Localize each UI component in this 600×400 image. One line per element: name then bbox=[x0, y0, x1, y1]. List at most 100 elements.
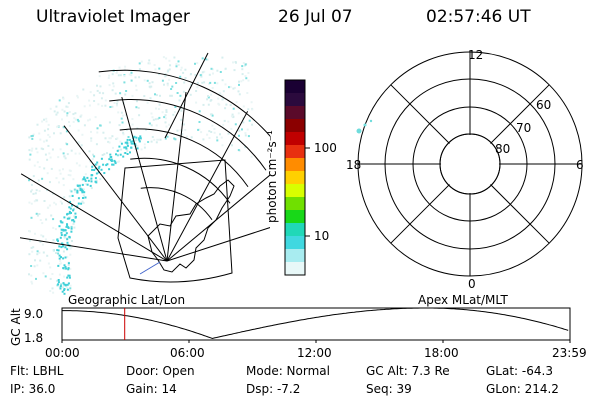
emission-pixel-bright bbox=[122, 155, 125, 158]
emission-pixel bbox=[196, 86, 199, 89]
emission-pixel-bright bbox=[68, 210, 71, 213]
emission-pixel-bright bbox=[80, 202, 83, 205]
emission-pixel bbox=[28, 201, 31, 204]
emission-pixel bbox=[221, 56, 224, 59]
emission-pixel bbox=[30, 280, 33, 283]
emission-pixel bbox=[87, 119, 90, 122]
emission-pixel bbox=[90, 130, 92, 133]
emission-pixel bbox=[197, 128, 200, 131]
emission-pixel-bright bbox=[67, 282, 70, 285]
emission-pixel bbox=[180, 109, 183, 112]
emission-pixel bbox=[224, 67, 227, 70]
emission-pixel bbox=[169, 64, 172, 67]
emission-pixel-bright bbox=[70, 227, 73, 230]
emission-pixel-bright bbox=[71, 195, 74, 197]
emission-pixel bbox=[118, 124, 121, 127]
emission-pixel bbox=[65, 130, 68, 133]
emission-pixel bbox=[251, 108, 254, 111]
emission-pixel bbox=[181, 133, 184, 136]
emission-pixel bbox=[36, 253, 39, 256]
emission-pixel bbox=[123, 74, 126, 77]
seq-info: Seq: 39 bbox=[366, 382, 412, 396]
emission-pixel bbox=[34, 192, 37, 195]
emission-pixel bbox=[209, 81, 212, 84]
emission-pixel bbox=[31, 147, 34, 150]
longitude-line bbox=[166, 174, 270, 262]
emission-pixel bbox=[135, 106, 138, 109]
emission-pixel bbox=[112, 146, 114, 149]
emission-pixel-bright bbox=[79, 187, 82, 190]
mlt-label-6: 6 bbox=[576, 158, 584, 172]
emission-pixel bbox=[70, 190, 73, 193]
emission-pixel-bright bbox=[69, 200, 72, 203]
color-bar-segment bbox=[285, 119, 305, 133]
emission-pixel bbox=[38, 166, 41, 168]
emission-pixel bbox=[66, 112, 69, 115]
emission-pixel-bright bbox=[130, 146, 133, 149]
emission-pixel bbox=[221, 98, 224, 101]
emission-pixel bbox=[176, 92, 179, 94]
emission-pixel bbox=[221, 94, 224, 97]
emission-pixel bbox=[123, 81, 126, 84]
emission-pixel-bright bbox=[94, 163, 97, 166]
latitude-arc bbox=[109, 99, 267, 171]
emission-pixel bbox=[89, 91, 92, 94]
emission-pixel bbox=[221, 144, 224, 147]
x-tick-label-1200: 12:00 bbox=[297, 346, 332, 360]
emission-pixel bbox=[48, 204, 51, 207]
emission-pixel bbox=[70, 229, 73, 232]
emission-pixel bbox=[172, 113, 175, 116]
emission-pixel bbox=[34, 259, 36, 262]
emission-pixel bbox=[28, 179, 30, 182]
emission-pixel bbox=[238, 83, 240, 86]
emission-pixel bbox=[207, 95, 209, 98]
emission-pixel bbox=[150, 85, 153, 88]
emission-pixel bbox=[41, 243, 44, 246]
emission-pixel-bright bbox=[67, 267, 70, 270]
emission-pixel bbox=[46, 189, 49, 192]
emission-pixel bbox=[58, 262, 61, 265]
emission-pixel bbox=[43, 118, 45, 121]
emission-pixel bbox=[166, 135, 169, 138]
emission-pixel bbox=[108, 137, 111, 140]
emission-pixel bbox=[155, 141, 158, 144]
emission-pixel-bright bbox=[100, 157, 103, 160]
emission-pixel bbox=[232, 61, 234, 64]
emission-pixel-bright bbox=[60, 246, 63, 249]
emission-pixel bbox=[94, 116, 97, 119]
emission-pixel-bright bbox=[59, 285, 62, 288]
emission-pixel bbox=[150, 140, 153, 143]
emission-pixel bbox=[138, 114, 141, 117]
emission-pixel bbox=[180, 66, 183, 69]
emission-pixel bbox=[158, 116, 161, 119]
orbit-ytick-low: 1.8 bbox=[24, 331, 44, 345]
emission-pixel bbox=[69, 174, 72, 177]
emission-pixel-bright bbox=[62, 267, 65, 270]
emission-pixel bbox=[92, 153, 94, 156]
emission-pixel bbox=[210, 93, 213, 96]
color-bar-segment bbox=[285, 249, 305, 263]
emission-pixel bbox=[111, 73, 114, 76]
emission-pixel bbox=[210, 131, 213, 133]
emission-pixel bbox=[202, 138, 205, 141]
emission-pixel bbox=[241, 73, 244, 76]
emission-pixel bbox=[164, 121, 167, 124]
emission-pixel bbox=[61, 108, 64, 111]
color-bar-segment bbox=[285, 197, 305, 211]
emission-pixel bbox=[117, 74, 120, 77]
emission-pixel-bright bbox=[63, 283, 66, 286]
emission-pixel bbox=[49, 266, 52, 269]
emission-pixel bbox=[124, 113, 127, 116]
emission-pixel bbox=[59, 259, 62, 262]
emission-pixel-bright bbox=[57, 249, 60, 252]
emission-pixel bbox=[49, 277, 52, 280]
emission-pixel-bright bbox=[84, 196, 87, 199]
emission-pixel bbox=[143, 79, 146, 82]
emission-pixel bbox=[29, 153, 32, 156]
emission-pixel bbox=[31, 282, 34, 285]
emission-pixel-bright bbox=[126, 141, 129, 144]
emission-pixel bbox=[55, 203, 57, 206]
emission-pixel bbox=[69, 169, 72, 172]
emission-pixel bbox=[30, 246, 33, 249]
emission-pixel bbox=[77, 129, 80, 132]
